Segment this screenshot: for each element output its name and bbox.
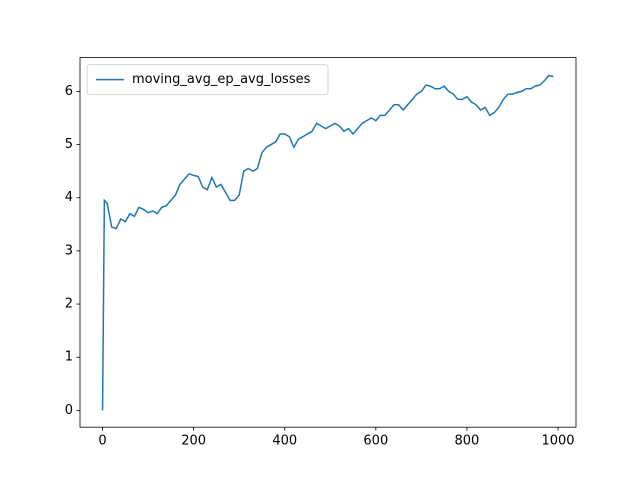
y-tick-label: 4 (65, 190, 73, 205)
x-tick-label: 0 (98, 434, 106, 449)
y-tick-label: 0 (65, 403, 73, 418)
y-tick-label: 2 (65, 297, 73, 312)
y-tick-label: 5 (65, 137, 73, 152)
x-tick-label: 1000 (541, 434, 574, 449)
y-tick-label: 1 (65, 350, 73, 365)
y-tick-label: 6 (65, 84, 73, 99)
x-tick-label: 400 (272, 434, 297, 449)
x-tick-label: 600 (363, 434, 388, 449)
legend-box (86, 64, 329, 96)
data-line (101, 74, 554, 411)
x-tick-label: 200 (181, 434, 206, 449)
plot-frame (79, 57, 577, 428)
x-tick-label: 800 (455, 434, 480, 449)
y-tick-label: 3 (65, 243, 73, 258)
legend-label: moving_avg_ep_avg_losses (132, 72, 311, 87)
